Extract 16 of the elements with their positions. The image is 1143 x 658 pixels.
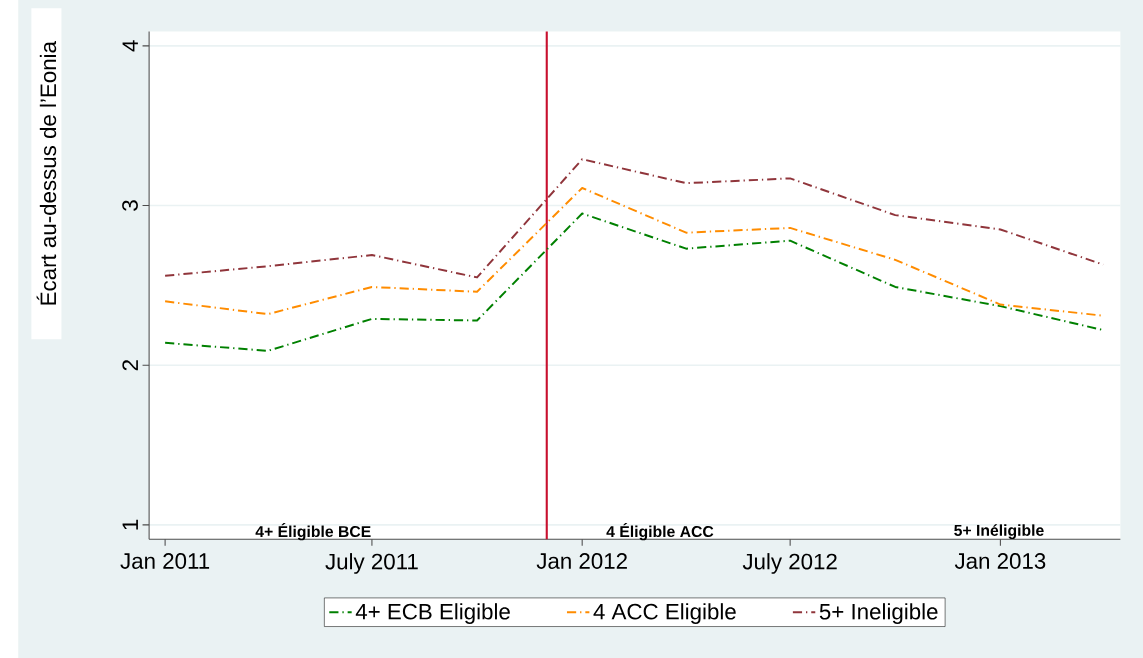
y-tick-label: 2 [122, 359, 138, 371]
legend-label: 5+ Ineligible [819, 603, 938, 624]
x-tick-label: Jan 2012 [536, 552, 627, 569]
y-tick-label: 4 [122, 40, 138, 52]
x-tick-label: July 2011 [325, 552, 418, 574]
legend-label: 4+ ECB Eligible [355, 603, 510, 624]
annotation: 4+ Éligible BCE [255, 522, 371, 541]
x-tick-label: Jan 2011 [120, 552, 210, 569]
y-axis-title: Écart au-dessus de l’Eonia [36, 40, 57, 305]
legend-label: 4 ACC Eligible [593, 603, 736, 624]
x-tick-label: Jan 2013 [954, 552, 1046, 569]
y-tick-label: 3 [122, 200, 138, 211]
x-tick-label: July 2012 [742, 552, 837, 574]
annotation: 4 Éligible ACC [606, 522, 714, 541]
annotation: 5+ Inéligible [954, 524, 1044, 539]
y-tick-label: 1 [122, 519, 138, 530]
